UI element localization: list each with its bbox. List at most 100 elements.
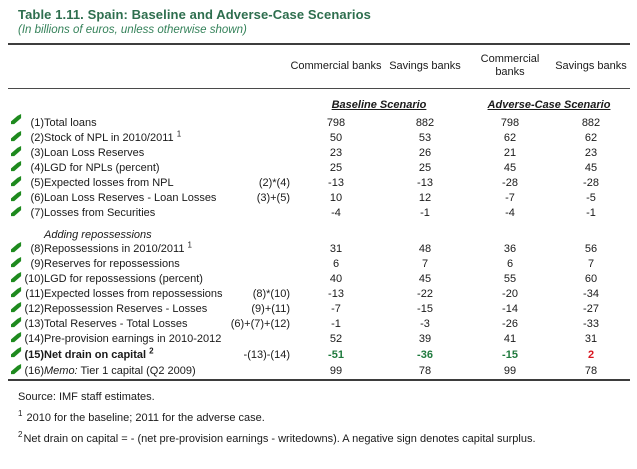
green-flag-icon [11, 302, 22, 313]
value-cell: -28 [502, 177, 518, 189]
table-row: (2) Stock of NPL in 2010/2011 1 50 53 62 62 [8, 130, 630, 146]
row-formula [208, 161, 290, 176]
row-label-text: Loan Loss Reserves [44, 147, 145, 159]
flag-cell [8, 257, 22, 272]
row-number: (16) [24, 365, 44, 377]
row-number: (2) [30, 132, 44, 144]
row-number: (8) [30, 243, 44, 255]
row-formula: (8)*(10) [252, 288, 290, 300]
value-cell: -13 [328, 177, 344, 189]
green-flag-icon [11, 347, 22, 358]
row-number: (4) [30, 162, 44, 174]
table-title: Table 1.11. Spain: Baseline and Adverse-… [18, 7, 371, 22]
scenario-header-row: Baseline Scenario Adverse-Case Scenario [8, 88, 630, 114]
flag-cell [8, 317, 22, 332]
row-formula: (2)*(4) [258, 177, 290, 189]
table-row: (11) Expected losses from repossessions (8… [8, 287, 630, 302]
flag-cell [8, 332, 22, 347]
row-number: (7) [30, 207, 44, 219]
scenario-spacer [8, 88, 290, 114]
value-cell: -4 [331, 207, 341, 219]
value-cell: 62 [503, 132, 517, 144]
row-formula [208, 114, 290, 131]
adverse-scenario-header: Adverse-Case Scenario [468, 88, 630, 114]
row-label: LGD for repossessions (percent) [44, 272, 208, 287]
flag-cell [8, 161, 22, 176]
row-number: (3) [30, 147, 44, 159]
row-label-text: Pre-provision earnings in 2010-2012 [44, 333, 222, 345]
value-cell: 26 [418, 147, 432, 159]
section-row: Adding repossessions [8, 221, 630, 242]
row-label: Net drain on capital 2 [44, 347, 208, 364]
row-formula: (9)+(11) [251, 303, 290, 315]
row-number: (6) [30, 192, 44, 204]
value-cell: -15 [502, 349, 518, 361]
row-label: Stock of NPL in 2010/2011 1 [44, 130, 208, 146]
value-cell: -13 [417, 177, 433, 189]
value-cell: 78 [418, 365, 432, 377]
row-number [18, 221, 44, 242]
green-flag-icon [11, 242, 22, 253]
row-label: Losses from Securities [44, 206, 208, 221]
value-cell: 6 [332, 258, 340, 270]
flag-cell [8, 206, 22, 221]
value-cell: -7 [331, 303, 341, 315]
value-cell: -4 [505, 207, 515, 219]
header-spacer [8, 44, 290, 89]
value-cell: 50 [329, 132, 343, 144]
row-formula [208, 146, 290, 161]
value-cell: 45 [584, 162, 598, 174]
value-cell: 36 [503, 243, 517, 255]
value-cell: -1 [586, 207, 596, 219]
value-cell: 99 [503, 365, 517, 377]
row-label-text: Net drain on capital [44, 349, 147, 361]
value-cell: 62 [584, 132, 598, 144]
table-row: (15) Net drain on capital 2 -(13)-(14) -51 -… [8, 347, 630, 364]
value-cell: 31 [584, 333, 598, 345]
row-label: Repossessions in 2010/2011 1 [44, 240, 208, 257]
value-cell: -3 [420, 318, 430, 330]
value-cell: -33 [583, 318, 599, 330]
table-row: (9) Reserves for repossessions 6 7 6 7 [8, 257, 630, 272]
footnote-1-marker: 1 [18, 409, 23, 419]
value-cell: -14 [502, 303, 518, 315]
row-formula: (3)+(5) [256, 192, 290, 204]
green-flag-icon [11, 332, 22, 343]
value-cell: 53 [418, 132, 432, 144]
col-header-savings-banks-2: Savings banks [552, 44, 630, 89]
footnote-2-marker: 2 [18, 430, 23, 440]
value-cell: 55 [503, 273, 517, 285]
value-cell: 48 [418, 243, 432, 255]
value-cell: 60 [584, 273, 598, 285]
green-flag-icon [11, 364, 22, 375]
row-label-text: Expected losses from repossessions [44, 288, 223, 300]
row-number: (11) [25, 288, 44, 300]
col-header-commercial-banks-1: Commercial banks [290, 44, 382, 89]
flag-cell [8, 347, 22, 364]
value-cell: 31 [329, 243, 343, 255]
value-cell: -5 [586, 192, 596, 204]
row-label: Total Reserves - Total Losses [44, 317, 208, 332]
table-row: (16) Memo: Tier 1 capital (Q2 2009) 99 78 99… [8, 364, 630, 380]
col-header-savings-banks-1: Savings banks [382, 44, 468, 89]
value-cell: 10 [329, 192, 343, 204]
footnote-ref: 1 [187, 240, 192, 250]
table-row: (10) LGD for repossessions (percent) 40 45 5… [8, 272, 630, 287]
value-cell: 21 [503, 147, 517, 159]
row-label-text: Losses from Securities [44, 207, 156, 219]
row-number: (12) [24, 303, 44, 315]
flag-cell [8, 176, 22, 191]
value-cell: 23 [584, 147, 598, 159]
row-label-text: Total Reserves - Total Losses [44, 318, 188, 330]
row-label: Reserves for repossessions [44, 257, 208, 272]
row-formula: -(13)-(14) [243, 349, 290, 361]
col-header-commercial-banks-2: Commercial banks [468, 44, 552, 89]
table-row: (12) Repossession Reserves - Losses (9)+(1… [8, 302, 630, 317]
flag-cell [8, 287, 22, 302]
value-cell: -20 [502, 288, 518, 300]
value-cell: -15 [417, 303, 433, 315]
value-cell: 45 [503, 162, 517, 174]
row-label-text: Tier 1 capital (Q2 2009) [77, 365, 196, 377]
section-label: Adding repossessions [44, 229, 152, 241]
value-cell: -22 [417, 288, 433, 300]
